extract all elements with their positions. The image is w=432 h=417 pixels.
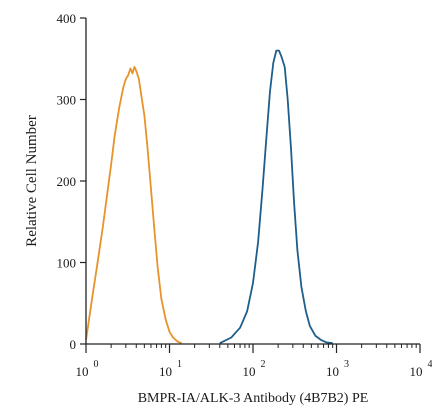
x-tick-label: 10 [326,364,339,379]
x-tick-label: 10 [410,364,423,379]
histogram-series-1 [86,67,182,343]
y-tick-layer: 0 100 200 300 400 [57,11,87,352]
series-layer [86,51,333,344]
x-tick-exponent: 0 [94,359,99,370]
x-tick-exponent: 3 [344,359,349,370]
y-axis-label: Relative Cell Number [24,115,40,247]
x-tick-exponent: 1 [177,359,182,370]
x-tick-layer: 10 0 10 1 10 2 10 3 10 4 [76,344,432,379]
x-tick-exponent: 4 [428,359,432,370]
y-tick-label: 0 [70,337,77,352]
x-tick-label: 10 [159,364,172,379]
x-tick-label: 10 [76,364,89,379]
x-tick-label: 10 [243,364,256,379]
y-tick-label: 200 [57,174,77,189]
y-tick-label: 400 [57,11,77,26]
axes-layer [86,18,420,344]
y-tick-label: 100 [57,256,77,271]
y-tick-label: 300 [57,93,77,108]
x-tick-exponent: 2 [261,359,266,370]
histogram-series-2 [220,51,333,344]
x-axis-label: BMPR-IA/ALK-3 Antibody (4B7B2) PE [138,391,369,406]
